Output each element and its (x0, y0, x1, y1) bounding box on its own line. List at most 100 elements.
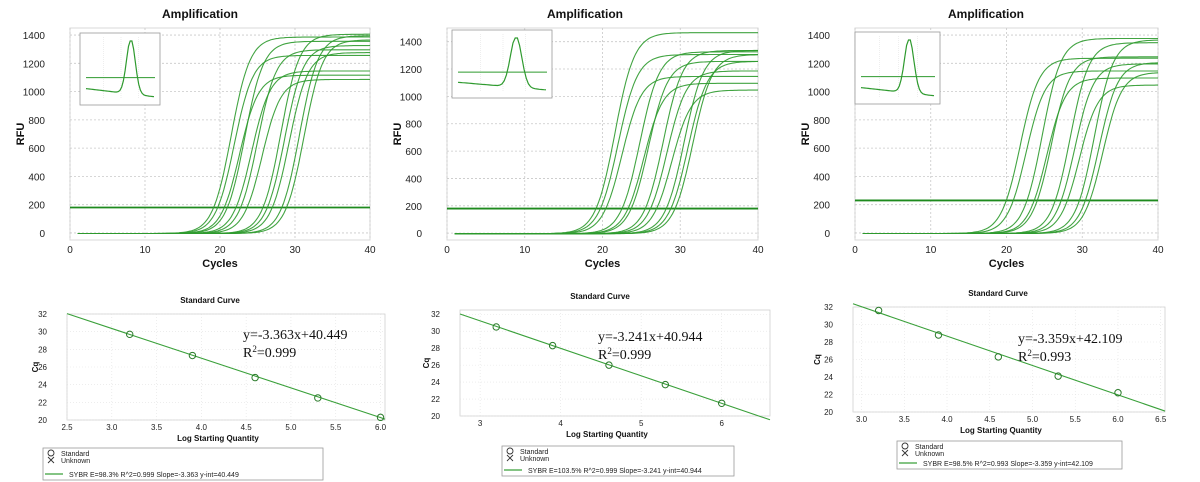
x-tick-label: 3.5 (899, 415, 911, 424)
y-tick-label: 800 (405, 120, 422, 131)
amplification-curve (77, 39, 371, 235)
y-tick-label: 800 (28, 116, 45, 127)
y-tick-label: 800 (813, 116, 830, 127)
r-squared-value: =0.999 (612, 348, 651, 363)
legend-box (896, 440, 1123, 470)
fit-equation: y=-3.359x+42.109 (1018, 332, 1122, 347)
y-axis-label: Cq (422, 358, 431, 369)
r-squared-prefix: R (243, 346, 253, 361)
legend-box (501, 445, 735, 477)
x-tick-label: 5.5 (1070, 415, 1082, 424)
legend-fit-label: SYBR E=103.5% R^2=0.999 Slope=-3.241 y-i… (528, 468, 702, 475)
legend-unknown-label: Unknown (61, 458, 90, 465)
x-tick-label: 20 (214, 245, 226, 256)
y-tick-label: 30 (38, 328, 47, 337)
standard-point (661, 380, 670, 389)
y-tick-label: 600 (813, 144, 830, 155)
x-tick-label: 4.5 (241, 423, 253, 432)
standard-point (251, 373, 259, 382)
y-tick-label: 400 (405, 174, 422, 185)
chart-title: Standard Curve (968, 289, 1028, 298)
y-tick-label: 28 (38, 345, 47, 354)
x-tick-label: 0 (852, 245, 858, 256)
y-tick-label: 1400 (808, 31, 831, 42)
amplification-chart-3: 0 200 400 600 800 1000 1200 1400 0 10 20 30 40 Amplif… (800, 7, 1164, 270)
x-tick-label: 4 (558, 419, 563, 428)
y-tick-label: 600 (405, 147, 422, 158)
x-tick-label: 40 (752, 245, 764, 256)
y-tick-label: 1200 (400, 65, 423, 76)
standard-point (126, 330, 134, 339)
r-squared: R2=0.999 (598, 346, 651, 363)
x-axis-label: Cycles (585, 258, 620, 270)
x-tick-label: 10 (519, 245, 531, 256)
x-tick-label: 20 (1001, 245, 1013, 256)
fit-equation: y=-3.241x+40.944 (598, 330, 702, 345)
y-tick-label: 0 (39, 229, 45, 240)
melt-curve-inset (79, 32, 161, 106)
amplification-chart-1: 0 200 400 600 800 1000 1200 1400 0 10 20 30 40 Amplif… (15, 7, 376, 270)
melt-curve-line (85, 40, 155, 98)
y-tick-label: 28 (431, 344, 440, 353)
y-tick-label: 1200 (23, 59, 46, 70)
y-tick-label: 22 (38, 398, 47, 407)
y-tick-label: 1000 (400, 92, 423, 103)
standard-point (1114, 389, 1122, 397)
standard-point (314, 394, 322, 402)
x-tick-label: 30 (1077, 245, 1089, 256)
x-tick-label: 6.0 (1112, 415, 1124, 424)
y-tick-label: 1200 (808, 59, 831, 70)
x-tick-label: 5.5 (330, 423, 342, 432)
standard-point (874, 306, 883, 315)
legend-unknown-label: Unknown (520, 456, 549, 463)
y-tick-label: 26 (824, 356, 833, 365)
chart-title: Amplification (948, 7, 1024, 21)
y-tick-label: 200 (813, 201, 830, 212)
legend-fit-label: SYBR E=98.3% R^2=0.999 Slope=-3.363 y-in… (69, 472, 239, 479)
y-tick-label: 1400 (23, 31, 46, 42)
plot-area (459, 309, 771, 417)
x-axis-label: Cycles (989, 258, 1024, 270)
x-tick-label: 40 (364, 245, 376, 256)
standard-point (994, 353, 1003, 361)
legend-standard-marker (901, 442, 909, 450)
y-axis-label: Cq (813, 354, 822, 365)
x-axis-label: Log Starting Quantity (177, 434, 259, 443)
legend-unknown-marker (47, 456, 55, 464)
r-squared-superscript: 2 (252, 344, 257, 354)
amplification-curve (862, 72, 1159, 235)
x-tick-label: 40 (1152, 245, 1164, 256)
standard-point (1054, 372, 1062, 380)
y-tick-label: 32 (431, 310, 440, 319)
x-tick-label: 2.5 (61, 423, 73, 432)
x-tick-label: 3.0 (106, 423, 118, 432)
r-squared-prefix: R (598, 348, 608, 363)
melt-curve-inset (451, 29, 553, 99)
x-tick-label: 6.5 (1155, 415, 1167, 424)
x-tick-label: 30 (675, 245, 687, 256)
chart-title: Amplification (547, 7, 623, 21)
y-tick-label: 32 (38, 310, 47, 319)
legend-fit-label: SYBR E=98.5% R^2=0.993 Slope=-3.359 y-in… (923, 461, 1093, 468)
y-tick-label: 20 (824, 408, 833, 417)
r-squared-value: =0.999 (257, 346, 296, 361)
x-tick-label: 5 (639, 419, 644, 428)
x-tick-label: 4.0 (196, 423, 208, 432)
y-tick-label: 24 (38, 381, 47, 390)
legend-standard-marker (47, 449, 55, 457)
x-axis-label: Cycles (202, 258, 237, 270)
y-tick-label: 0 (824, 229, 830, 240)
y-axis-label: Cq (31, 362, 40, 373)
y-tick-label: 20 (38, 416, 47, 425)
standard-point (934, 331, 943, 339)
y-tick-label: 28 (824, 338, 833, 347)
legend-unknown-marker (506, 454, 514, 462)
standard-point (492, 323, 500, 331)
y-tick-label: 24 (431, 378, 440, 387)
y-tick-label: 600 (28, 144, 45, 155)
r-squared: R2=0.993 (1018, 348, 1071, 365)
x-tick-label: 3 (478, 419, 483, 428)
